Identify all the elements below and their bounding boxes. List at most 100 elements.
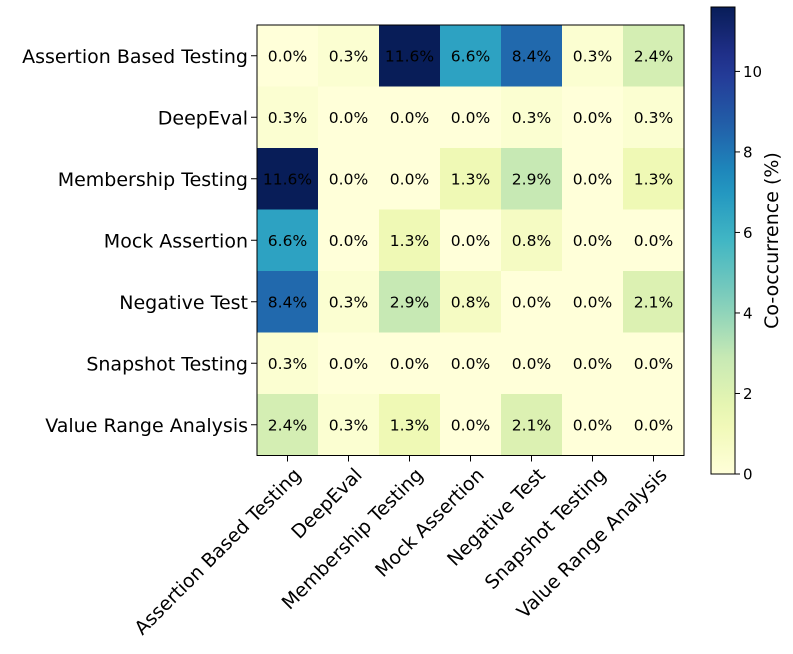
cell-value: 0.3%	[512, 109, 551, 127]
column-label: Mock Assertion	[371, 464, 489, 582]
row-label: Value Range Analysis	[45, 415, 248, 437]
cell-value: 0.0%	[634, 416, 673, 434]
row-label: Membership Testing	[58, 169, 248, 191]
cell-value: 0.8%	[451, 293, 490, 311]
heatmap-cell	[257, 332, 319, 395]
row-label: Snapshot Testing	[86, 353, 248, 375]
heatmap-cell	[623, 148, 685, 210]
heatmap-cell	[562, 25, 624, 87]
row-label: Mock Assertion	[104, 230, 248, 252]
heatmap-cell	[501, 271, 563, 333]
heatmap-cell	[257, 25, 319, 87]
cell-value: 0.3%	[329, 416, 368, 434]
cell-value: 0.0%	[329, 232, 368, 250]
heatmap-cell	[318, 271, 380, 333]
heatmap-cell	[318, 332, 380, 395]
heatmap-cell	[501, 332, 563, 395]
heatmap-cell	[501, 394, 563, 456]
heatmap-cell	[440, 148, 502, 210]
heatmap-cell	[623, 86, 685, 149]
cell-value: 0.0%	[268, 47, 307, 65]
cell-value: 0.0%	[329, 109, 368, 127]
cell-value: 0.0%	[390, 170, 429, 188]
heatmap-cell	[379, 271, 441, 333]
heatmap-cell	[257, 271, 319, 333]
heatmap-cell	[440, 86, 502, 149]
heatmap-cell	[318, 25, 380, 87]
heatmap-cell	[440, 25, 502, 87]
cell-value: 0.0%	[573, 109, 612, 127]
cell-value: 1.3%	[390, 416, 429, 434]
cell-value: 0.3%	[329, 47, 368, 65]
row-label: Negative Test	[119, 292, 248, 314]
heatmap-cell	[257, 148, 319, 210]
cell-value: 0.0%	[573, 355, 612, 373]
cell-value: 0.0%	[634, 355, 673, 373]
row-axis: Assertion Based Testing DeepEval Membershi…	[22, 46, 257, 437]
heatmap-cell	[257, 209, 319, 272]
colorbar	[710, 6, 736, 475]
heatmap-cell	[257, 394, 319, 456]
cell-value: 1.3%	[451, 170, 490, 188]
cell-value: 2.9%	[512, 170, 551, 188]
heatmap-cell	[623, 209, 685, 272]
heatmap-cell	[501, 86, 563, 149]
cell-value: 1.3%	[634, 170, 673, 188]
heatmap-cell	[562, 148, 624, 210]
heatmap-cell	[318, 394, 380, 456]
cell-value: 2.1%	[512, 416, 551, 434]
heatmap-cell	[379, 86, 441, 149]
cell-value: 2.9%	[390, 293, 429, 311]
heatmap-cell	[623, 332, 685, 395]
cell-value: 2.1%	[634, 293, 673, 311]
cell-value: 1.3%	[390, 232, 429, 250]
heatmap-cell	[318, 148, 380, 210]
cell-value: 0.3%	[573, 47, 612, 65]
heatmap-cell	[623, 25, 685, 87]
heatmap-cell	[501, 209, 563, 272]
cell-value: 0.0%	[634, 232, 673, 250]
colorbar-tick-label: 2	[743, 385, 753, 403]
cell-value: 0.0%	[451, 355, 490, 373]
heatmap-cell	[440, 394, 502, 456]
cell-value-labels: 0.0% 0.3% 11.6% 6.6% 8.4% 0.3% 2.4% 0.3% 0.0% 0.0…	[263, 47, 673, 434]
cell-value: 0.0%	[390, 109, 429, 127]
heatmap-cell	[257, 86, 319, 149]
heatmap-cell	[379, 25, 441, 87]
cell-value: 2.4%	[268, 416, 307, 434]
heatmap-cell	[562, 209, 624, 272]
heatmap-cell	[379, 148, 441, 210]
heatmap-cell	[501, 148, 563, 210]
heatmap-cell	[318, 86, 380, 149]
colorbar-tick-label: 10	[743, 63, 762, 81]
cell-value: 0.0%	[512, 355, 551, 373]
cell-value: 8.4%	[268, 293, 307, 311]
cell-value: 0.0%	[390, 355, 429, 373]
heatmap-cell	[379, 209, 441, 272]
heatmap-cell	[379, 394, 441, 456]
heatmap-cell	[562, 86, 624, 149]
cell-value: 11.6%	[385, 47, 434, 65]
cell-value: 6.6%	[268, 232, 307, 250]
column-label: Assertion Based Testing	[130, 464, 305, 639]
cell-value: 8.4%	[512, 47, 551, 65]
heatmap-cell	[440, 209, 502, 272]
cell-value: 0.0%	[573, 232, 612, 250]
cell-value: 6.6%	[451, 47, 490, 65]
heatmap-cell	[623, 271, 685, 333]
heatmap-cell	[562, 271, 624, 333]
cell-value: 0.3%	[634, 109, 673, 127]
colorbar-tick-label: 8	[743, 143, 753, 161]
cell-value: 0.0%	[329, 170, 368, 188]
cell-value: 0.0%	[329, 355, 368, 373]
cell-value: 0.3%	[329, 293, 368, 311]
heatmap-cell	[379, 332, 441, 395]
colorbar-tick-label: 0	[743, 466, 753, 484]
cell-value: 0.0%	[451, 416, 490, 434]
cell-value: 0.0%	[573, 293, 612, 311]
cell-value: 0.0%	[451, 109, 490, 127]
row-label: DeepEval	[158, 107, 248, 129]
colorbar-label: Co-occurrence (%)	[761, 152, 783, 329]
colorbar-tick-label: 6	[743, 224, 753, 242]
